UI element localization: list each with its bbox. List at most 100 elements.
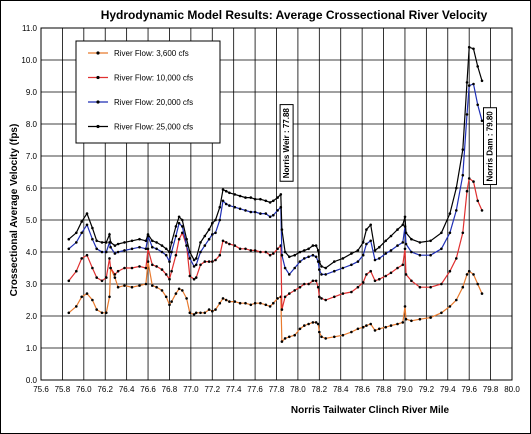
data-point (199, 263, 202, 267)
data-point (403, 305, 407, 308)
data-point (91, 266, 94, 270)
data-point (293, 289, 297, 292)
data-point (85, 253, 89, 257)
data-point (221, 199, 225, 203)
data-point (440, 282, 443, 286)
data-point (276, 196, 279, 199)
data-point (224, 189, 228, 193)
data-point (170, 250, 173, 254)
data-point (333, 260, 336, 263)
data-point (283, 250, 287, 254)
y-tick-label: 2.0 (26, 312, 38, 321)
y-tick-label: 11.0 (22, 24, 38, 33)
data-point (214, 231, 217, 235)
data-point (249, 249, 253, 252)
data-point (333, 295, 336, 299)
data-point (288, 273, 291, 276)
data-point (283, 337, 287, 340)
data-point (350, 263, 353, 267)
data-point (461, 285, 465, 289)
data-point (108, 233, 111, 236)
x-tick-label: 77.4 (226, 385, 242, 394)
data-point (293, 253, 297, 257)
data-point (199, 241, 202, 244)
data-point (320, 335, 323, 339)
data-point (318, 330, 321, 334)
data-point (192, 265, 196, 268)
data-point (95, 239, 98, 243)
data-point (144, 266, 148, 270)
data-point (113, 244, 117, 247)
legend-marker (96, 75, 100, 80)
data-point (268, 201, 272, 204)
data-point (455, 298, 458, 302)
annotation-2: Norris Dam : 79.80 (483, 107, 497, 186)
data-point (396, 228, 399, 231)
data-point (80, 295, 83, 299)
data-point (238, 301, 242, 305)
y-tick-label: 7.0 (26, 152, 38, 161)
data-point (174, 225, 178, 228)
legend-label: River Flow: 10,000 cfs (114, 74, 193, 83)
data-point (373, 279, 377, 283)
data-point (207, 237, 211, 241)
y-axis-title: Crossectional Average Velocity (fps) (9, 124, 20, 297)
data-point (75, 269, 78, 273)
data-point (455, 209, 458, 212)
data-point (181, 289, 184, 292)
data-point (403, 215, 407, 219)
data-point (130, 247, 134, 251)
annotations: Norris Weir : 77.88 Norris Dam : 79.80 (279, 104, 497, 186)
data-point (341, 333, 345, 337)
y-tick-label: 8.0 (26, 120, 38, 129)
data-point (238, 207, 242, 211)
data-point (404, 231, 408, 235)
data-point (461, 148, 465, 151)
data-point (123, 241, 126, 244)
y-tick-label: 5.0 (26, 216, 38, 225)
data-point (311, 244, 315, 247)
data-point (75, 231, 78, 235)
data-point (288, 292, 291, 295)
data-point (218, 205, 222, 209)
data-point (311, 279, 315, 283)
data-point (174, 234, 178, 238)
data-point (320, 265, 323, 268)
data-point (280, 308, 284, 311)
data-point (418, 317, 422, 321)
data-point (320, 297, 323, 300)
data-point (244, 301, 247, 305)
data-point (123, 249, 126, 252)
data-point (404, 273, 408, 276)
data-point (116, 269, 120, 273)
data-point (181, 218, 184, 222)
data-point (356, 285, 360, 289)
data-point (361, 253, 365, 257)
data-point (264, 199, 268, 203)
data-point (160, 289, 164, 292)
data-point (138, 237, 141, 241)
data-point (396, 266, 399, 270)
data-point (164, 273, 168, 276)
y-tick-label: 10.0 (21, 56, 37, 65)
data-point (221, 297, 225, 300)
data-point (177, 237, 181, 241)
data-point (455, 257, 458, 260)
data-point (369, 322, 373, 326)
data-point (105, 250, 108, 254)
data-point (130, 239, 134, 243)
data-point (307, 322, 310, 326)
data-point (480, 119, 484, 123)
data-point (146, 260, 150, 263)
data-point (214, 308, 217, 311)
data-point (268, 215, 272, 219)
y-tick-label: 3.0 (26, 280, 38, 289)
data-point (298, 285, 302, 289)
data-point (151, 263, 154, 267)
data-point (314, 279, 318, 283)
data-point (109, 245, 112, 249)
data-point (472, 180, 475, 183)
data-point (203, 311, 207, 315)
x-tick-label: 75.6 (33, 385, 49, 394)
